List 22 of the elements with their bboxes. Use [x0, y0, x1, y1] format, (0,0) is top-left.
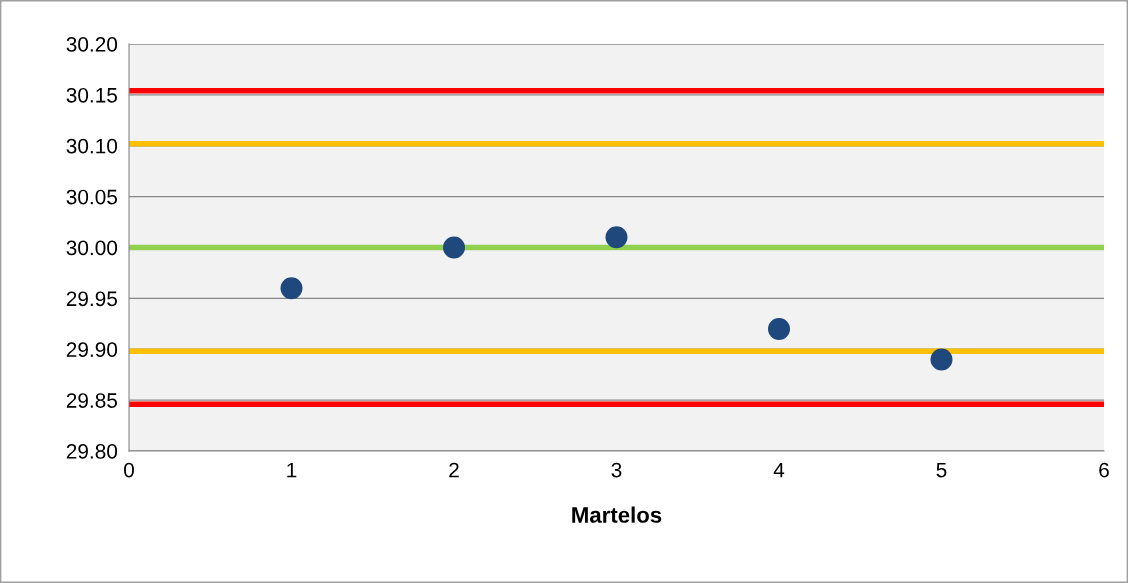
point [768, 317, 790, 340]
y-tick-label: 30.15 [66, 87, 118, 103]
y-tick-label: 29.90 [66, 342, 118, 357]
x-axis-title: Martelos [572, 506, 662, 523]
x-tick-label: 0 [124, 462, 134, 478]
point [280, 277, 303, 300]
point [930, 348, 953, 371]
x-tick-label: 1 [287, 462, 297, 478]
x-tick-label: 2 [449, 462, 459, 478]
y-tick-label: 30.10 [66, 138, 118, 154]
y-tick-label: 29.80 [66, 444, 118, 459]
x-tick-label: 5 [936, 462, 947, 478]
x-tick-label: 3 [611, 462, 622, 478]
x-tick-label: 4 [773, 462, 785, 478]
point [605, 226, 628, 249]
y-tick-label: 29.95 [66, 291, 118, 307]
y-tick-label: 30.05 [66, 189, 118, 205]
point [443, 236, 465, 259]
x-tick-label: 6 [1099, 462, 1109, 478]
y-tick-label: 30.20 [66, 37, 118, 52]
y-tick-label: 30.00 [66, 240, 118, 256]
y-tick-label: 29.85 [66, 393, 118, 408]
